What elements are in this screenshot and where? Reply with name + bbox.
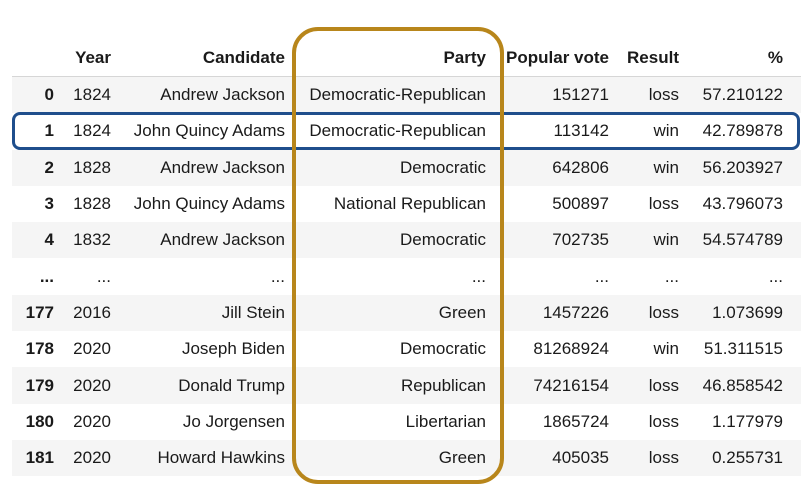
cell-index: 180 (25, 411, 54, 431)
table-row: 179 2020 Donald Trump Republican 74216154 los… (12, 367, 801, 404)
cell-year: 1828 (73, 194, 111, 214)
cell-result: loss (648, 448, 679, 468)
cell-party: Democratic (400, 339, 486, 359)
cell-result: win (653, 121, 679, 141)
cell-pct: 57.210122 (702, 85, 783, 105)
cell-year: 1824 (73, 85, 111, 105)
cell-party: Democratic (400, 157, 486, 177)
cell-party: National Republican (333, 194, 486, 214)
cell-result: loss (648, 85, 679, 105)
table-row: 178 2020 Joseph Biden Democratic 81268924 win… (12, 331, 801, 368)
cell-party: ... (471, 266, 486, 286)
cell-pct: 51.311515 (703, 339, 783, 359)
cell-candidate: Donald Trump (178, 375, 285, 395)
cell-party: Republican (400, 375, 486, 395)
table-header-row: Year Candidate Party Popular vote Result… (12, 40, 801, 77)
cell-candidate: Andrew Jackson (160, 157, 285, 177)
cell-result: win (653, 339, 679, 359)
header-party: Party (443, 48, 486, 67)
header-candidate: Candidate (202, 48, 285, 67)
header-result: Result (627, 48, 679, 67)
header-year: Year (75, 48, 111, 67)
cell-party: Green (438, 302, 486, 322)
cell-year: 2020 (73, 411, 111, 431)
cell-popular-vote: 74216154 (533, 375, 609, 395)
cell-pct: 54.574789 (702, 230, 783, 250)
cell-index: 3 (44, 194, 54, 214)
cell-pct: 46.858542 (702, 375, 783, 395)
cell-year: 2020 (73, 375, 111, 395)
cell-pct: 1.177979 (712, 411, 783, 431)
cell-party: Libertarian (405, 411, 486, 431)
table-row: 3 1828 John Quincy Adams National Republica… (12, 185, 801, 223)
cell-result: win (653, 157, 679, 177)
cell-party: Democratic-Republican (309, 85, 486, 105)
cell-candidate: Andrew Jackson (160, 85, 285, 105)
cell-index: 4 (44, 230, 54, 250)
cell-popular-vote: 113142 (553, 121, 609, 141)
cell-party: Democratic-Republican (309, 121, 486, 141)
cell-pct: 56.203927 (702, 157, 783, 177)
cell-candidate: Jo Jorgensen (182, 411, 285, 431)
cell-index: 2 (44, 157, 54, 177)
cell-result: loss (648, 194, 679, 214)
cell-pct: 1.073699 (712, 302, 783, 322)
table-row: 1 1824 John Quincy Adams Democratic-Republi… (12, 113, 801, 150)
cell-candidate: Jill Stein (221, 302, 285, 322)
cell-result: win (653, 230, 679, 250)
header-index (12, 40, 54, 76)
cell-candidate: John Quincy Adams (133, 194, 285, 214)
cell-popular-vote: 702735 (552, 230, 609, 250)
cell-year: ... (96, 266, 111, 286)
header-percent: % (767, 48, 783, 67)
table-row: ..................... (12, 258, 801, 295)
cell-index: ... (39, 266, 54, 286)
cell-popular-vote: 151271 (552, 85, 609, 105)
cell-result: loss (648, 302, 679, 322)
header-popular-vote: Popular vote (506, 48, 609, 67)
cell-result: loss (648, 375, 679, 395)
table-row: 0 1824 Andrew Jackson Democratic-Republican… (12, 77, 801, 114)
cell-party: Green (438, 448, 486, 468)
cell-index: 0 (44, 85, 54, 105)
cell-index: 1 (44, 121, 54, 141)
cell-pct: 0.255731 (712, 448, 783, 468)
cell-year: 1828 (73, 157, 111, 177)
cell-party: Democratic (400, 230, 486, 250)
cell-year: 2020 (73, 339, 111, 359)
cell-year: 2020 (73, 448, 111, 468)
cell-index: 178 (25, 339, 54, 359)
cell-popular-vote: 405035 (552, 448, 609, 468)
cell-candidate: ... (270, 266, 285, 286)
cell-year: 1824 (73, 121, 111, 141)
table-row: 2 1828 Andrew Jackson Democratic 642806 win 56… (12, 149, 801, 186)
cell-popular-vote: 500897 (552, 194, 609, 214)
cell-result: loss (648, 411, 679, 431)
cell-pct: 43.796073 (702, 194, 783, 214)
cell-candidate: Howard Hawkins (157, 448, 285, 468)
cell-year: 2016 (73, 302, 111, 322)
cell-popular-vote: 642806 (552, 157, 609, 177)
cell-pct: 42.789878 (702, 121, 783, 141)
cell-popular-vote: 1865724 (542, 411, 609, 431)
table-body: 0 1824 Andrew Jackson Democratic-Republican… (12, 77, 801, 477)
cell-index: 177 (25, 302, 54, 322)
cell-pct: ... (768, 266, 783, 286)
cell-popular-vote: ... (594, 266, 609, 286)
cell-candidate: Joseph Biden (181, 339, 285, 359)
cell-index: 179 (25, 375, 54, 395)
cell-popular-vote: 81268924 (533, 339, 609, 359)
dataframe-table: Year Candidate Party Popular vote Result… (12, 40, 801, 477)
cell-index: 181 (25, 448, 54, 468)
table-row: 181 2020 Howard Hawkins Green 405035 loss 0.25… (12, 439, 801, 477)
table-row: 180 2020 Jo Jorgensen Libertarian 1865724 los… (12, 403, 801, 440)
cell-year: 1832 (73, 230, 111, 250)
cell-popular-vote: 1457226 (542, 302, 609, 322)
cell-candidate: John Quincy Adams (133, 121, 285, 141)
table-row: 177 2016 Jill Stein Green 1457226 loss 1.07369… (12, 294, 801, 332)
cell-candidate: Andrew Jackson (160, 230, 285, 250)
cell-result: ... (664, 266, 679, 286)
table-row: 4 1832 Andrew Jackson Democratic 702735 win 54… (12, 222, 801, 259)
